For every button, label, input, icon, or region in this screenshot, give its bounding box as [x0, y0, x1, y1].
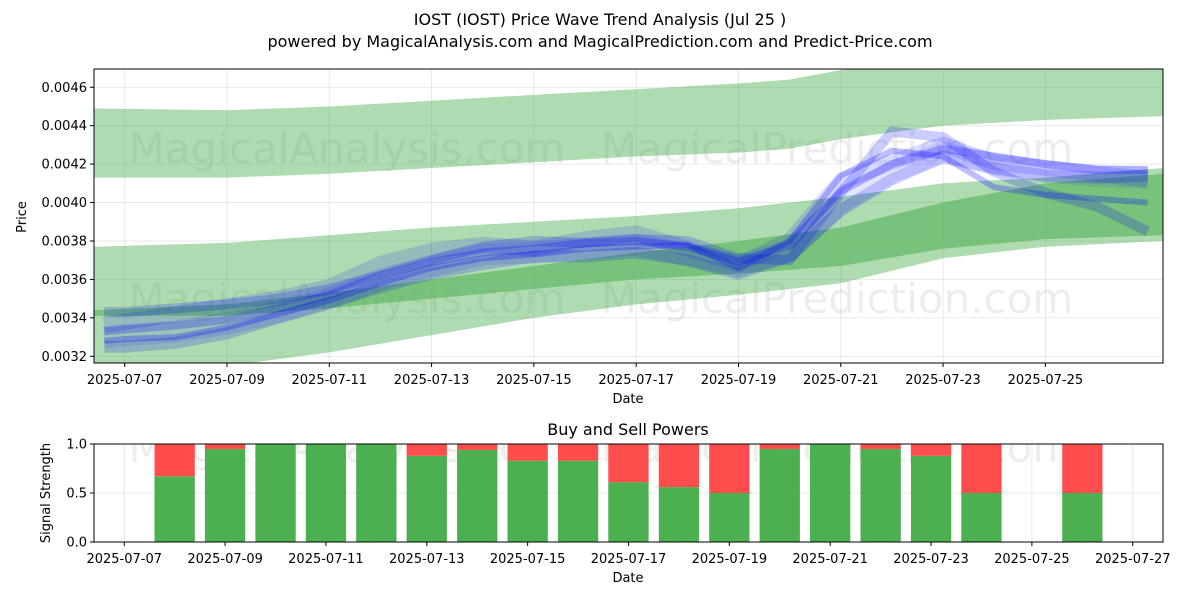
y-tick-label: 0.5 — [66, 487, 87, 502]
y-tick-label: 0.0042 — [42, 158, 88, 173]
blue-wave-6 — [103, 147, 1148, 344]
x-tick-label: 2025-07-15 — [496, 373, 572, 388]
x-tick-label: 2025-07-27 — [1095, 552, 1171, 567]
green-trend-bands — [94, 69, 1163, 363]
sell-bar — [910, 444, 952, 456]
x-tick-label: 2025-07-21 — [803, 373, 879, 388]
x-tick-label: 2025-07-09 — [189, 373, 265, 388]
watermark-analysis: MagicalAnalysis.com — [129, 124, 566, 173]
price-x-label: Date — [612, 392, 643, 407]
watermark-prediction: MagicalPrediction.com — [601, 124, 1074, 173]
y-tick-label: 1.0 — [66, 438, 87, 453]
buy-bar — [406, 455, 447, 542]
y-tick-label: 0.0 — [66, 536, 87, 551]
buy-bar — [154, 476, 195, 542]
sell-bar — [658, 444, 700, 488]
price-plot-frame — [93, 68, 1164, 364]
sell-bar — [709, 444, 750, 493]
y-tick-label: 0.0034 — [42, 311, 88, 326]
signal-chart-panel: Buy and Sell Powers MagicalAnalysis.com … — [39, 420, 1171, 586]
price-chart-panel: MagicalAnalysis.com MagicalPrediction.co… — [15, 68, 1164, 407]
buy-bar — [759, 448, 800, 542]
buy-bar — [709, 493, 750, 542]
chart-subtitle: powered by MagicalAnalysis.com and Magic… — [267, 32, 932, 51]
x-tick-label: 2025-07-25 — [994, 552, 1070, 567]
y-tick-label: 0.0044 — [42, 119, 88, 134]
x-tick-label: 2025-07-09 — [187, 552, 263, 567]
signal-bars — [154, 444, 1103, 542]
blue-wave-2 — [102, 136, 1149, 334]
x-tick-label: 2025-07-07 — [86, 552, 162, 567]
sell-bar — [608, 444, 649, 483]
x-tick-label: 2025-07-21 — [792, 552, 868, 567]
sell-bar — [406, 444, 447, 456]
price-y-label: Price — [15, 201, 30, 233]
x-tick-label: 2025-07-17 — [591, 552, 667, 567]
blue-wave-3 — [104, 150, 1148, 353]
signal-chart-title: Buy and Sell Powers — [547, 420, 709, 439]
buy-bar — [658, 487, 700, 542]
signal-y-ticks: 0.0 0.5 1.0 — [66, 438, 94, 551]
sell-bar — [457, 444, 498, 450]
green-band-1 — [94, 69, 1163, 178]
buy-bar — [810, 444, 851, 542]
sell-bar — [759, 444, 800, 449]
buy-bar — [1062, 493, 1103, 542]
y-tick-label: 0.0046 — [42, 81, 88, 96]
x-tick-label: 2025-07-17 — [598, 373, 674, 388]
chart-title: IOST (IOST) Price Wave Trend Analysis (J… — [414, 10, 786, 29]
signal-x-label: Date — [612, 571, 643, 586]
x-tick-label: 2025-07-11 — [288, 552, 364, 567]
sell-bar — [961, 444, 1002, 493]
watermark-prediction: MagicalPrediction.com — [601, 274, 1074, 323]
buy-bar — [457, 449, 498, 542]
buy-bar — [507, 460, 548, 542]
blue-wave-5 — [103, 144, 1148, 336]
buy-bar — [961, 493, 1002, 542]
y-tick-label: 0.0032 — [42, 350, 88, 365]
x-tick-label: 2025-07-23 — [893, 552, 969, 567]
x-tick-label: 2025-07-13 — [389, 552, 465, 567]
blue-wave-1 — [103, 141, 1149, 349]
signal-y-label: Signal Strength — [39, 443, 54, 543]
x-tick-label: 2025-07-25 — [1008, 373, 1084, 388]
buy-bar — [356, 444, 397, 542]
buy-bar — [255, 444, 296, 542]
blue-price-waves — [102, 126, 1150, 353]
sell-bar — [557, 444, 599, 461]
price-x-ticks: 2025-07-07 2025-07-09 2025-07-11 2025-07-13… — [87, 363, 1083, 388]
x-tick-label: 2025-07-13 — [394, 373, 470, 388]
buy-bar — [305, 444, 347, 542]
price-y-ticks: 0.0032 0.0034 0.0036 0.0038 0.0040 0.0042 0.00… — [42, 81, 94, 365]
y-tick-label: 0.0040 — [42, 196, 88, 211]
sell-bar — [1062, 444, 1103, 493]
x-tick-label: 2025-07-07 — [87, 373, 163, 388]
buy-bar — [910, 455, 952, 542]
buy-bar — [557, 460, 599, 542]
sell-bar — [204, 444, 246, 449]
sell-bar — [154, 444, 195, 477]
buy-bar — [608, 482, 649, 542]
buy-bar — [204, 448, 246, 542]
sell-bar — [860, 444, 901, 449]
x-tick-label: 2025-07-23 — [905, 373, 981, 388]
green-band-3 — [94, 173, 1163, 316]
y-tick-label: 0.0036 — [42, 273, 88, 288]
x-tick-label: 2025-07-15 — [490, 552, 566, 567]
signal-x-ticks: 2025-07-07 2025-07-09 2025-07-11 2025-07-13… — [86, 542, 1171, 567]
x-tick-label: 2025-07-19 — [692, 552, 768, 567]
sell-bar — [507, 444, 548, 461]
blue-wave-4 — [104, 126, 1150, 318]
y-tick-label: 0.0038 — [42, 234, 88, 249]
x-tick-label: 2025-07-19 — [701, 373, 777, 388]
x-tick-label: 2025-07-11 — [292, 373, 368, 388]
buy-bar — [860, 448, 901, 542]
